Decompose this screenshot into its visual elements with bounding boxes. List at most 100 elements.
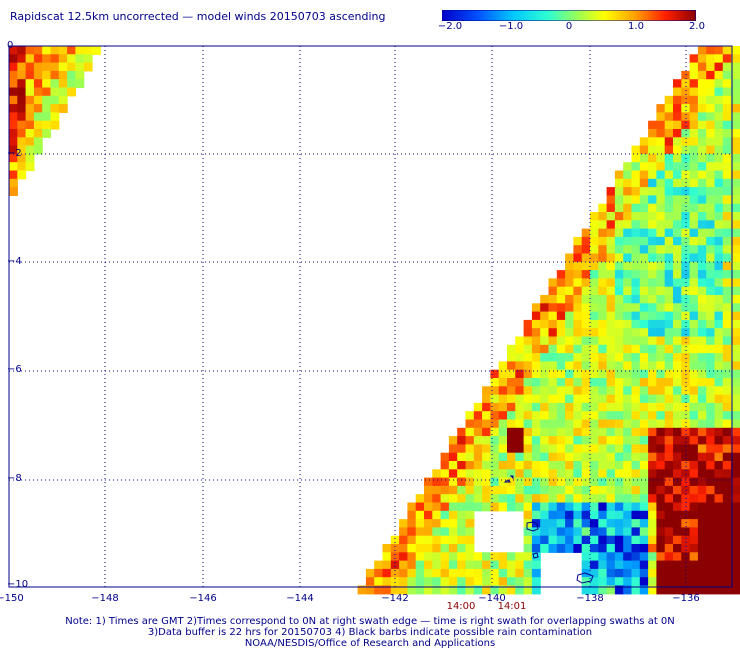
wind-cell — [731, 120, 740, 130]
wind-cell — [722, 270, 732, 279]
wind-cell — [689, 568, 699, 578]
wind-cell — [656, 402, 666, 412]
wind-cell — [689, 311, 699, 321]
wind-cell — [515, 344, 525, 354]
wind-cell — [531, 494, 541, 504]
wind-cell — [548, 527, 558, 537]
wind-cell — [706, 444, 716, 454]
wind-cell — [722, 278, 732, 288]
wind-cell — [639, 319, 649, 329]
wind-cell — [498, 444, 508, 454]
wind-cell — [664, 394, 674, 404]
wind-cell — [590, 485, 599, 495]
wind-cell — [673, 502, 682, 512]
wind-cell — [706, 328, 716, 338]
wind-cell — [714, 386, 724, 396]
wind-cell — [648, 436, 657, 445]
wind-cell — [523, 353, 533, 362]
wind-cell — [697, 427, 707, 437]
wind-cell — [448, 544, 458, 553]
wind-cell — [614, 328, 624, 338]
wind-cell — [656, 485, 666, 495]
wind-cell — [648, 402, 657, 412]
wind-cell — [623, 253, 633, 263]
wind-cell — [573, 245, 583, 255]
wind-cell — [722, 411, 732, 421]
wind-cell — [681, 295, 691, 304]
wind-cell — [507, 585, 516, 595]
wind-cell — [681, 203, 691, 213]
wind-cell — [656, 535, 666, 545]
wind-cell — [689, 419, 699, 429]
wind-cell — [83, 54, 93, 64]
colorbar-label: 0 — [565, 21, 573, 32]
wind-cell — [598, 353, 608, 362]
wind-cell — [490, 444, 500, 454]
wind-cell — [714, 378, 724, 387]
wind-cell — [673, 95, 682, 105]
wind-cell — [664, 519, 674, 528]
wind-cell — [556, 328, 566, 338]
wind-cell — [548, 286, 558, 296]
wind-cell — [440, 568, 450, 578]
wind-cell — [390, 577, 400, 587]
wind-cell — [598, 436, 608, 445]
wind-cell — [639, 527, 649, 537]
wind-cell — [598, 552, 608, 562]
wind-cell — [697, 120, 707, 130]
wind-cell — [25, 137, 35, 147]
wind-cell — [606, 245, 616, 255]
wind-cell — [556, 411, 566, 421]
wind-cell — [565, 386, 574, 396]
island-outline — [576, 572, 594, 584]
wind-cell — [523, 411, 533, 421]
wind-cell — [573, 344, 583, 354]
wind-cell — [656, 187, 666, 196]
wind-cell — [714, 394, 724, 404]
wind-cell — [465, 444, 475, 454]
wind-cell — [697, 419, 707, 429]
wind-cell — [515, 402, 525, 412]
wind-cell — [490, 577, 500, 587]
wind-cell — [689, 477, 699, 487]
wind-cell — [614, 527, 624, 537]
wind-cell — [631, 469, 641, 479]
wind-cell — [731, 394, 740, 404]
wind-cell — [515, 427, 525, 437]
wind-cell — [656, 286, 666, 296]
wind-cell — [581, 452, 591, 462]
wind-cell — [706, 153, 716, 163]
wind-cell — [731, 212, 740, 221]
wind-cell — [473, 577, 483, 587]
wind-cell — [556, 361, 566, 371]
wind-cell — [689, 145, 699, 155]
wind-cell — [25, 153, 35, 163]
wind-cell — [415, 577, 425, 587]
wind-cell — [731, 461, 740, 470]
wind-cell — [540, 485, 550, 495]
island-outline — [532, 552, 539, 559]
wind-cell — [399, 568, 408, 578]
wind-cell — [482, 386, 491, 396]
wind-cell — [681, 286, 691, 296]
wind-cell — [598, 419, 608, 429]
wind-cell — [706, 477, 716, 487]
wind-cell — [498, 452, 508, 462]
wind-cell — [631, 228, 641, 238]
wind-cell — [573, 253, 583, 263]
wind-cell — [623, 187, 633, 196]
wind-cell — [556, 452, 566, 462]
wind-cell — [697, 552, 707, 562]
wind-cell — [465, 461, 475, 470]
wind-cell — [731, 54, 740, 64]
wind-cell — [515, 577, 525, 587]
wind-cell — [722, 577, 732, 587]
wind-cell — [664, 411, 674, 421]
wind-cell — [722, 344, 732, 354]
wind-cell — [42, 62, 52, 72]
wind-cell — [639, 544, 649, 553]
wind-cell — [523, 361, 533, 371]
wind-cell — [498, 402, 508, 412]
wind-cell — [415, 560, 425, 570]
wind-cell — [722, 295, 732, 304]
